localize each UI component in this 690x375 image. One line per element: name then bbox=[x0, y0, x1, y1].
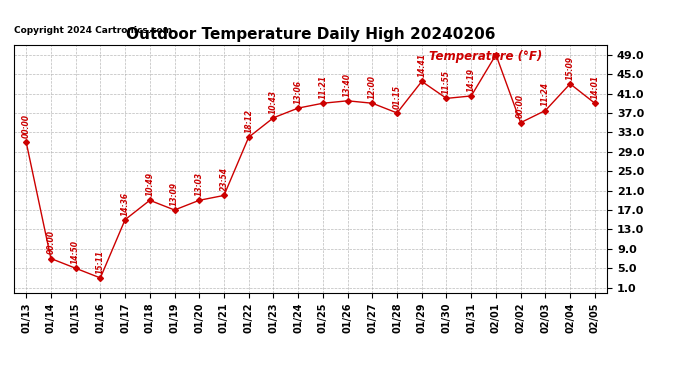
Text: 10:43: 10:43 bbox=[269, 90, 278, 114]
Text: Copyright 2024 Cartronics.com: Copyright 2024 Cartronics.com bbox=[14, 26, 172, 35]
Text: 11:24: 11:24 bbox=[541, 82, 550, 106]
Text: 12:00: 12:00 bbox=[368, 75, 377, 99]
Text: 14:36: 14:36 bbox=[121, 192, 130, 216]
Text: 14:50: 14:50 bbox=[71, 240, 80, 264]
Text: 01:15: 01:15 bbox=[393, 85, 402, 109]
Text: 00:00: 00:00 bbox=[46, 230, 55, 254]
Text: 00:00: 00:00 bbox=[21, 114, 30, 138]
Text: 23:54: 23:54 bbox=[219, 167, 228, 191]
Text: 15:11: 15:11 bbox=[96, 250, 105, 274]
Text: 13:40: 13:40 bbox=[343, 73, 352, 97]
Text: 13:06: 13:06 bbox=[294, 80, 303, 104]
Text: 11:55: 11:55 bbox=[442, 70, 451, 94]
Title: Outdoor Temperature Daily High 20240206: Outdoor Temperature Daily High 20240206 bbox=[126, 27, 495, 42]
Text: 18:12: 18:12 bbox=[244, 109, 253, 133]
Text: 10:49: 10:49 bbox=[146, 172, 155, 196]
Text: 13:03: 13:03 bbox=[195, 172, 204, 196]
Text: 14:41: 14:41 bbox=[417, 53, 426, 77]
Text: 13:09: 13:09 bbox=[170, 182, 179, 206]
Text: 15:09: 15:09 bbox=[566, 56, 575, 80]
Text: 00:00: 00:00 bbox=[516, 94, 525, 118]
Text: Temperature (°F): Temperature (°F) bbox=[429, 50, 542, 63]
Text: 11:21: 11:21 bbox=[318, 75, 327, 99]
Text: 14:01: 14:01 bbox=[591, 75, 600, 99]
Text: 14:19: 14:19 bbox=[466, 68, 475, 92]
